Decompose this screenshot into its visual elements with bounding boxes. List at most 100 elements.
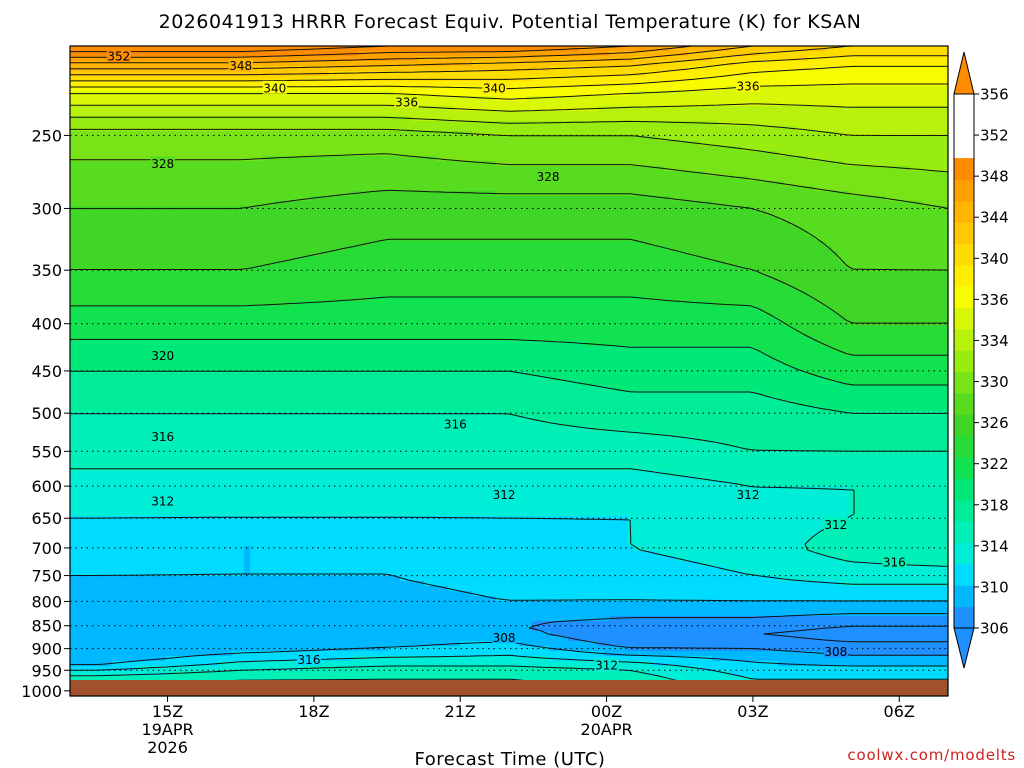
heatmap-cell (154, 306, 161, 312)
heatmap-cell (112, 656, 119, 662)
heatmap-cell (262, 186, 269, 192)
heatmap-cell (100, 666, 107, 672)
heatmap-cell (172, 516, 179, 522)
heatmap-cell (70, 156, 77, 162)
heatmap-cell (262, 61, 269, 67)
heatmap-cell (136, 271, 143, 277)
heatmap-cell (250, 631, 257, 637)
heatmap-cell (148, 556, 155, 562)
heatmap-cell (232, 576, 239, 582)
heatmap-cell (88, 676, 95, 682)
heatmap-cell (130, 311, 137, 317)
heatmap-cell (136, 126, 143, 132)
heatmap-cell (250, 116, 257, 122)
heatmap-cell (112, 331, 119, 337)
heatmap-cell (154, 366, 161, 372)
heatmap-cell (292, 656, 299, 662)
heatmap-cell (184, 621, 191, 627)
heatmap-cell (220, 636, 227, 642)
heatmap-cell (268, 221, 275, 227)
heatmap-cell (118, 366, 125, 372)
heatmap-cell (292, 436, 299, 442)
heatmap-cell (268, 666, 275, 672)
heatmap-cell (202, 586, 209, 592)
heatmap-cell (76, 511, 83, 517)
heatmap-cell (208, 331, 215, 337)
heatmap-cell (88, 546, 95, 552)
heatmap-cell (256, 171, 263, 177)
heatmap-cell (250, 376, 257, 382)
heatmap-cell (220, 101, 227, 107)
heatmap-cell (286, 66, 293, 72)
heatmap-cell (124, 646, 131, 652)
heatmap-cell (142, 181, 149, 187)
heatmap-cell (142, 666, 149, 672)
heatmap-cell (280, 651, 287, 657)
heatmap-cell (148, 476, 155, 482)
heatmap-cell (94, 361, 101, 367)
heatmap-cell (82, 476, 89, 482)
heatmap-cell (94, 451, 101, 457)
heatmap-cell (190, 506, 197, 512)
heatmap-cell (94, 171, 101, 177)
heatmap-cell (286, 306, 293, 312)
heatmap-cell (184, 416, 191, 422)
heatmap-cell (70, 386, 77, 392)
heatmap-cell (268, 241, 275, 247)
heatmap-cell (118, 121, 125, 127)
heatmap-cell (196, 126, 203, 132)
heatmap-cell (190, 576, 197, 582)
heatmap-cell (76, 316, 83, 322)
heatmap-cell (160, 361, 167, 367)
heatmap-cell (280, 66, 287, 72)
heatmap-cell (244, 71, 251, 77)
heatmap-cell (196, 646, 203, 652)
heatmap-cell (274, 481, 281, 487)
heatmap-cell (94, 76, 101, 82)
heatmap-cell (94, 371, 101, 377)
heatmap-cell (280, 51, 287, 57)
heatmap-cell (88, 301, 95, 307)
heatmap-cell (100, 631, 107, 637)
heatmap-cell (160, 566, 167, 572)
heatmap-cell (160, 136, 167, 142)
heatmap-cell (196, 136, 203, 142)
heatmap-cell (262, 676, 269, 682)
heatmap-cell (160, 576, 167, 582)
heatmap-cell (280, 266, 287, 272)
heatmap-cell (298, 186, 305, 192)
heatmap-cell (136, 611, 143, 617)
heatmap-cell (172, 181, 179, 187)
heatmap-cell (100, 611, 107, 617)
heatmap-cell (196, 526, 203, 532)
heatmap-cell (250, 286, 257, 292)
heatmap-cell (190, 191, 197, 197)
heatmap-cell (184, 451, 191, 457)
heatmap-cell (274, 131, 281, 137)
heatmap-cell (196, 416, 203, 422)
heatmap-cell (178, 341, 185, 347)
heatmap-cell (172, 101, 179, 107)
heatmap-cell (286, 331, 293, 337)
heatmap-cell (70, 226, 77, 232)
heatmap-cell (214, 566, 221, 572)
heatmap-cell (220, 521, 227, 527)
heatmap-cell (118, 516, 125, 522)
heatmap-cell (238, 596, 245, 602)
heatmap-cell (202, 306, 209, 312)
heatmap-cell (136, 441, 143, 447)
heatmap-cell (256, 96, 263, 102)
heatmap-cell (238, 346, 245, 352)
heatmap-cell (232, 226, 239, 232)
heatmap-cell (196, 406, 203, 412)
heatmap-cell (286, 156, 293, 162)
heatmap-cell (286, 566, 293, 572)
heatmap-cell (292, 326, 299, 332)
heatmap-cell (76, 96, 83, 102)
heatmap-cell (232, 566, 239, 572)
heatmap-cell (118, 106, 125, 112)
heatmap-cell (94, 406, 101, 412)
heatmap-cell (256, 386, 263, 392)
heatmap-cell (70, 216, 77, 222)
heatmap-cell (118, 571, 125, 577)
